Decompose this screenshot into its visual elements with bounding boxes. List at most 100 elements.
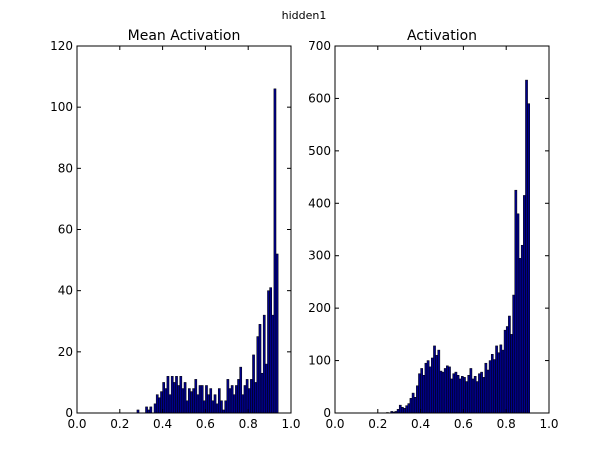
- left-histogram-bar: [254, 382, 258, 414]
- left-histogram-bar: [237, 379, 240, 414]
- left-histogram-bar: [153, 403, 157, 414]
- right-histogram-bar: [446, 365, 449, 414]
- right-histogram-bar: [441, 371, 445, 414]
- left-histogram-bar: [241, 394, 245, 414]
- right-histogram-bar: [456, 375, 460, 414]
- left-histogram-bar: [198, 385, 202, 414]
- right-histogram-bar: [396, 409, 400, 414]
- left-y-tick-label: 100: [50, 100, 73, 114]
- right-histogram-bar: [422, 375, 426, 414]
- right-histogram-bar: [461, 376, 464, 414]
- right-histogram-bar: [508, 315, 511, 414]
- left-histogram-bar: [145, 406, 148, 414]
- right-histogram-bar: [428, 366, 432, 414]
- right-plot-frame: [334, 45, 550, 414]
- left-histogram-bar: [211, 400, 215, 414]
- right-y-tick-label: 400: [308, 196, 331, 210]
- left-x-tick-label: 0.8: [239, 417, 258, 431]
- right-histogram-bar: [480, 371, 483, 414]
- left-histogram-bar: [265, 363, 268, 414]
- right-histogram-bar: [407, 403, 411, 414]
- left-histogram-bar: [170, 376, 174, 414]
- left-x-tick-label: 0.2: [110, 417, 129, 431]
- left-histogram-bar: [190, 391, 193, 414]
- left-histogram-bar: [273, 88, 277, 414]
- left-histogram-bar: [213, 394, 217, 414]
- right-histogram-bar: [431, 357, 434, 414]
- right-histogram-bar: [463, 377, 466, 414]
- right-histogram-bar: [469, 368, 473, 414]
- left-histogram-bar: [258, 324, 262, 414]
- left-histogram-bar: [243, 385, 247, 414]
- left-histogram-bar: [207, 394, 210, 414]
- left-histogram-bar: [224, 400, 228, 414]
- right-histogram-bar: [424, 362, 428, 414]
- left-y-tick-label: 40: [58, 284, 73, 298]
- left-histogram-bar: [177, 385, 180, 414]
- left-histogram-bar: [260, 372, 264, 414]
- right-y-tick-label: 200: [308, 301, 331, 315]
- left-histogram-bar: [269, 287, 272, 414]
- right-histogram-bar: [435, 355, 438, 414]
- left-y-tick-label: 0: [65, 406, 73, 420]
- left-x-tick-label: 0.6: [196, 417, 215, 431]
- right-histogram-bar: [465, 381, 468, 414]
- right-histogram-bar: [514, 189, 518, 414]
- right-histogram-bar: [518, 258, 522, 414]
- left-histogram-bar: [173, 382, 176, 414]
- left-histogram-bar: [217, 388, 221, 414]
- right-y-tick-label: 300: [308, 249, 331, 263]
- right-x-tick-label: 0.2: [368, 417, 387, 431]
- right-histogram-bar: [527, 103, 530, 414]
- left-histogram-bar: [162, 382, 165, 414]
- left-histogram-bar: [209, 388, 213, 414]
- right-histogram-bar: [482, 377, 486, 414]
- left-subplot: Mean Activation 0.0 0.2 0.4 0.6 0.8 1.0 0 20 40 6…: [50, 28, 300, 431]
- right-histogram-bar: [478, 373, 481, 414]
- right-y-tick-label: 100: [308, 354, 331, 368]
- right-x-tick-label: 0.8: [497, 417, 516, 431]
- right-histogram-bar: [488, 360, 492, 414]
- left-ticks: 0.0 0.2 0.4 0.6 0.8 1.0 0 20 40 60 80 100 120: [50, 39, 300, 431]
- right-y-tick-label: 600: [308, 91, 331, 105]
- left-histogram-bar: [226, 379, 230, 414]
- right-subplot-title: Activation: [407, 28, 477, 44]
- left-histogram-bar: [200, 385, 204, 414]
- left-bars: [136, 88, 279, 414]
- left-histogram-bar: [192, 388, 195, 414]
- right-histogram-bar: [405, 405, 409, 414]
- left-histogram-bar: [275, 253, 279, 414]
- right-histogram-bar: [471, 378, 475, 414]
- right-histogram-bar: [467, 375, 471, 414]
- left-histogram-bar: [250, 379, 253, 414]
- right-histogram-bar: [439, 370, 443, 414]
- right-histogram-bar: [523, 195, 526, 414]
- left-histogram-bar: [194, 379, 198, 414]
- right-histogram-bar: [505, 326, 509, 414]
- right-histogram-bar: [401, 406, 404, 414]
- left-histogram-bar: [239, 366, 243, 414]
- right-x-tick-label: 0.4: [411, 417, 430, 431]
- right-histogram-bar: [490, 354, 494, 414]
- right-histogram-bar: [458, 378, 462, 414]
- figure-suptitle: hidden1: [282, 9, 327, 22]
- left-histogram-bar: [252, 354, 255, 414]
- left-histogram-bar: [256, 336, 260, 414]
- left-histogram-bar: [183, 382, 187, 414]
- right-histogram-bar: [418, 373, 421, 414]
- left-histogram-bar: [168, 394, 172, 414]
- right-histogram-bar: [448, 366, 451, 414]
- left-histogram-bar: [220, 400, 223, 414]
- right-ticks: 0.0 0.2 0.4 0.6 0.8 1.0 0 100 200 300 400 500 600 700: [308, 39, 558, 431]
- left-histogram-bar: [155, 394, 159, 414]
- right-x-tick-label: 0.0: [325, 417, 344, 431]
- right-histogram-bar: [411, 392, 415, 414]
- left-x-tick-label: 1.0: [281, 417, 300, 431]
- left-histogram-bar: [271, 314, 275, 414]
- right-y-tick-label: 700: [308, 39, 331, 53]
- right-histogram-bar: [512, 294, 516, 414]
- left-histogram-bar: [228, 388, 232, 414]
- left-histogram-bar: [166, 376, 170, 414]
- right-y-tick-label: 500: [308, 144, 331, 158]
